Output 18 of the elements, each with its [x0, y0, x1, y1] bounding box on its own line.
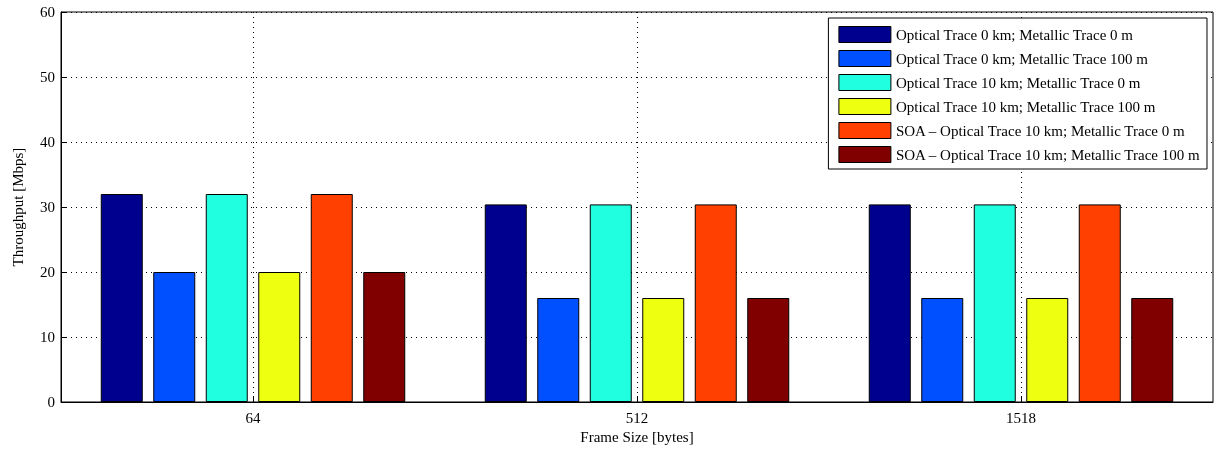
x-tick-label: 64	[245, 409, 261, 426]
legend-label: Optical Trace 0 km; Metallic Trace 100 m	[895, 50, 1149, 67]
y-axis-title: Throughput [Mbps]	[9, 147, 26, 267]
y-tick-label: 0	[47, 394, 55, 410]
x-tick-label: 512	[625, 409, 649, 426]
y-tick-label: 50	[40, 69, 55, 85]
y-tick-label: 60	[40, 4, 55, 20]
y-tick-label: 40	[40, 134, 55, 150]
x-tick-label: 1518	[1006, 409, 1036, 426]
y-tick-label: 30	[40, 199, 55, 215]
legend-label: SOA – Optical Trace 10 km; Metallic Trace 100 m	[895, 146, 1200, 163]
x-axis-title: Frame Size [bytes]	[580, 429, 694, 446]
y-tick-label: 10	[40, 329, 55, 345]
legend-label: SOA – Optical Trace 10 km; Metallic Trace 0 m	[895, 122, 1185, 139]
legend-label: Optical Trace 10 km; Metallic Trace 0 m	[895, 74, 1141, 91]
legend-label: Optical Trace 0 km; Metallic Trace 0 m	[895, 26, 1134, 43]
y-tick-label: 20	[40, 264, 55, 280]
legend-label: Optical Trace 10 km; Metallic Trace 100 m	[895, 98, 1156, 115]
